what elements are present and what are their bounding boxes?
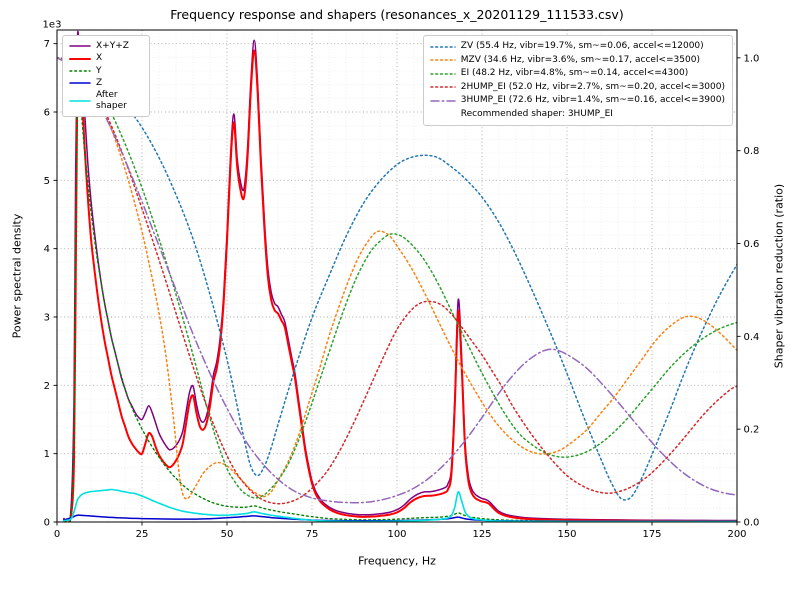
x-tick-label: 175	[642, 529, 661, 540]
legend-label: ZV (55.4 Hz, vibr=19.7%, sm~=0.06, accel…	[460, 41, 704, 51]
chart-title: Frequency response and shapers (resonanc…	[170, 7, 624, 22]
y-right-tick-label: 1.0	[744, 53, 760, 64]
legend-sample-line	[69, 57, 91, 60]
y-right-tick-label: 0.8	[744, 146, 760, 157]
series-shaper-zv-line	[57, 57, 737, 501]
legend-label: 2HUMP_EI (52.0 Hz, vibr=2.7%, sm~=0.20, …	[460, 81, 725, 92]
y-left-tick-label: 1	[44, 449, 50, 460]
x-tick-label: 0	[54, 529, 60, 540]
legend-entry-y: Y	[69, 65, 142, 77]
legend-label: After shaper	[96, 90, 127, 111]
y-left-tick-label: 7	[44, 39, 50, 50]
x-tick-label: 200	[727, 529, 746, 540]
y-left-tick-label: 6	[44, 108, 50, 119]
legend-psd: X+Y+Z X Y Z After shaper	[62, 35, 150, 118]
legend-entry-z: Z	[69, 77, 142, 89]
legend-label: EI (48.2 Hz, vibr=4.8%, sm~=0.14, accel<…	[460, 68, 689, 78]
legend-entry-x: X	[69, 52, 142, 64]
series-shaper-mzv-line	[57, 57, 737, 500]
legend-label: MZV (34.6 Hz, vibr=3.6%, sm~=0.17, accel…	[460, 54, 700, 65]
legend-entry-recommended: Recommended shaper: 3HUMP_EI	[430, 108, 725, 122]
x-tick-label: 125	[472, 529, 491, 540]
legend-entry-zv: ZV (55.4 Hz, vibr=19.7%, sm~=0.06, accel…	[430, 40, 725, 54]
y-left-tick-label: 4	[44, 244, 50, 255]
series-psd-after-shaper-line	[63, 488, 737, 522]
y-right-tick-label: 0.4	[744, 332, 760, 343]
y-right-tick-label: 0.0	[744, 518, 760, 529]
x-tick-label: 100	[387, 529, 406, 540]
legend-entry-3hump-ei: 3HUMP_EI (72.6 Hz, vibr=1.4%, sm~=0.16, …	[430, 94, 725, 108]
legend-entry-2hump-ei: 2HUMP_EI (52.0 Hz, vibr=2.7%, sm~=0.20, …	[430, 81, 725, 95]
x-tick-label: 150	[557, 529, 576, 540]
legend-shapers: ZV (55.4 Hz, vibr=19.7%, sm~=0.06, accel…	[422, 35, 733, 126]
series-psd-y-line	[63, 63, 737, 522]
y-right-tick-label: 0.2	[744, 425, 760, 436]
legend-sample-line	[430, 73, 456, 75]
legend-sample-line	[430, 59, 456, 61]
legend-label: Y	[96, 65, 102, 76]
legend-entry-x-y-z: X+Y+Z	[69, 40, 142, 52]
legend-entry-mzv: MZV (34.6 Hz, vibr=3.6%, sm~=0.17, accel…	[430, 54, 725, 68]
legend-sample-line	[430, 86, 456, 88]
legend-label: X	[96, 53, 103, 64]
legend-label: Z	[96, 78, 103, 89]
x-tick-label: 50	[221, 529, 234, 540]
legend-entry-ei: EI (48.2 Hz, vibr=4.8%, sm~=0.14, accel<…	[430, 67, 725, 81]
legend-sample-line	[430, 46, 456, 48]
legend-sample-line	[430, 100, 456, 102]
legend-label: 3HUMP_EI (72.6 Hz, vibr=1.4%, sm~=0.16, …	[460, 95, 725, 105]
x-tick-label: 25	[136, 529, 149, 540]
y-left-tick-label: 3	[44, 313, 50, 324]
legend-sample-line	[69, 99, 91, 102]
series-psd-x-line	[62, 49, 737, 522]
series-shaper-3hump-ei-line	[57, 57, 737, 504]
y-right-tick-label: 0.6	[744, 239, 760, 250]
x-axis-label: Frequency, Hz	[358, 554, 436, 568]
series-shaper-2hump-ei-line	[57, 57, 737, 505]
y-axis-offset-text: 1e3	[42, 19, 62, 31]
y-left-tick-label: 0	[44, 518, 50, 529]
legend-sample-line	[69, 70, 91, 72]
legend-sample-line	[69, 45, 91, 47]
y-left-tick-label: 5	[44, 176, 50, 187]
y-left-tick-label: 2	[44, 381, 50, 392]
legend-sample-line	[69, 82, 91, 84]
legend-entry-after-shaper: After shaper	[69, 89, 142, 112]
recommended-shaper-note: Recommended shaper: 3HUMP_EI	[460, 108, 613, 119]
legend-label: X+Y+Z	[96, 41, 129, 51]
x-tick-label: 75	[306, 529, 319, 540]
series-shaper-ei-line	[57, 57, 737, 499]
